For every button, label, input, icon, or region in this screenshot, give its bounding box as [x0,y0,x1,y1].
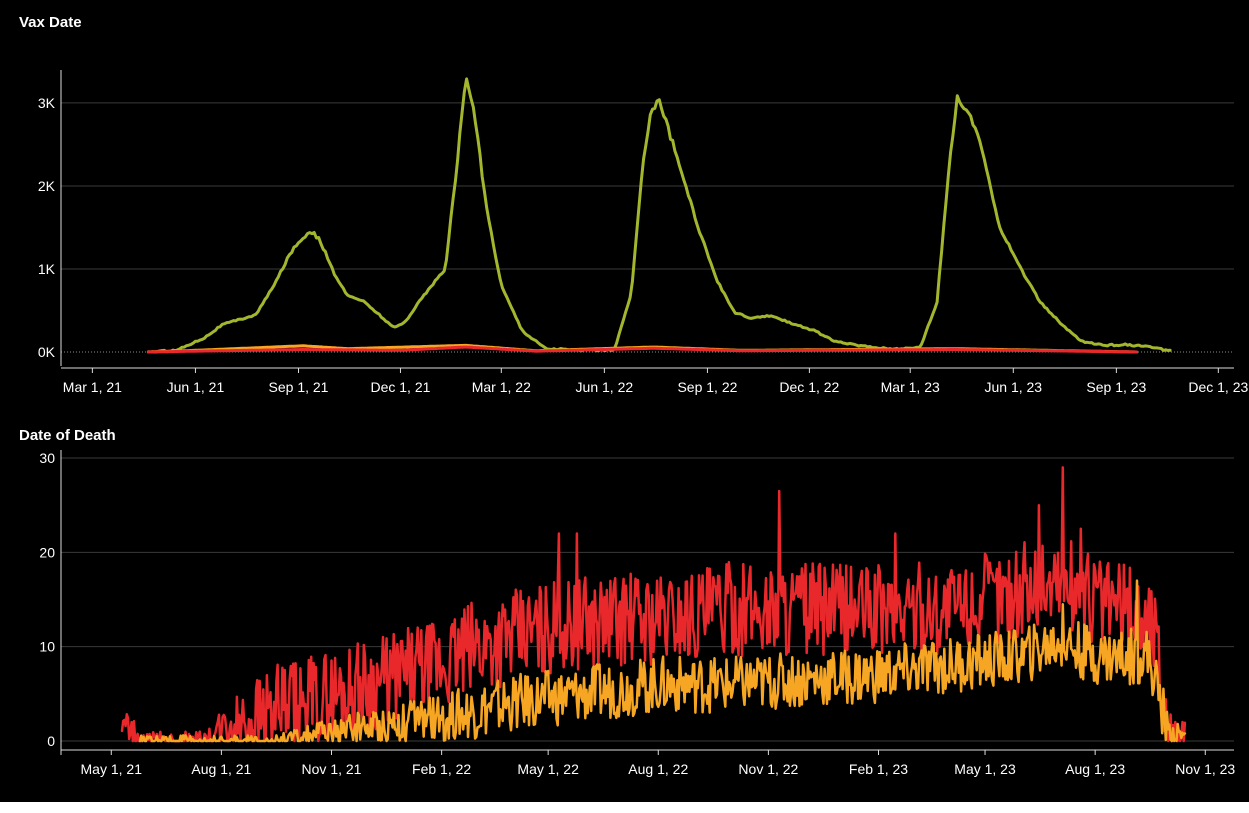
y-tick-label: 30 [39,450,55,466]
x-tick-label: Jun 1, 21 [167,379,225,395]
y-tick-label: 10 [39,639,55,655]
x-tick-label: Sep 1, 21 [269,379,329,395]
x-tick-label: Sep 1, 23 [1086,379,1146,395]
y-tick-label: 1K [38,261,56,277]
x-tick-label: Mar 1, 23 [881,379,940,395]
bottom-toolbar [0,802,1249,813]
x-tick-label: Mar 1, 22 [472,379,531,395]
y-tick-label: 0 [47,733,55,749]
x-tick-label: May 1, 23 [954,761,1016,777]
y-tick-label: 2K [38,178,56,194]
vax-date-chart: 0K 1K 2K 3K Mar 1, 21 Jun 1, 21 Sep 1, 21 Dec 1… [38,70,1248,395]
x-tick-label: Sep 1, 22 [677,379,737,395]
x-tick-label: Nov 1, 23 [1175,761,1235,777]
x-tick-label: Dec 1, 21 [370,379,430,395]
y-tick-label: 0K [38,344,56,360]
y-tick-label: 3K [38,95,56,111]
series-line-1 [138,579,1187,743]
x-tick-label: Aug 1, 21 [191,761,251,777]
x-tick-label: May 1, 22 [517,761,579,777]
x-tick-label: Nov 1, 21 [302,761,362,777]
x-tick-label: Jun 1, 22 [576,379,634,395]
series-line-2 [146,345,1138,354]
x-tick-label: Feb 1, 22 [412,761,471,777]
chart-title-date-of-death: Date of Death [19,427,116,444]
x-tick-label: Aug 1, 23 [1065,761,1125,777]
series-line-0 [146,77,1172,354]
x-tick-label: Nov 1, 22 [738,761,798,777]
x-tick-label: May 1, 21 [81,761,143,777]
chart-title-vax-date: Vax Date [19,14,82,31]
x-tick-label: Dec 1, 23 [1188,379,1248,395]
x-tick-label: Aug 1, 22 [628,761,688,777]
y-tick-label: 20 [39,544,55,560]
x-tick-label: Feb 1, 23 [849,761,908,777]
x-tick-label: Jun 1, 23 [984,379,1042,395]
x-tick-label: Dec 1, 22 [779,379,839,395]
x-tick-label: Mar 1, 21 [63,379,122,395]
